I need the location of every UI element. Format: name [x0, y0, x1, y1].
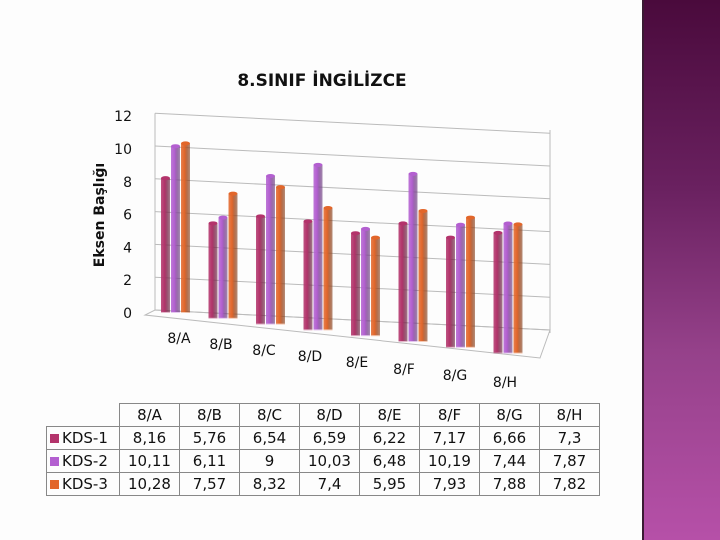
- table-row: KDS-2 10,11 6,11 9 10,03 6,48 10,19 7,44 7,87: [46, 449, 600, 473]
- x-tick-label: 8/G: [443, 368, 467, 384]
- table-cell: 10,28: [119, 472, 180, 496]
- y-tick-label: 2: [123, 273, 132, 289]
- bar-kds-2-8b: [218, 215, 228, 319]
- y-tick-label: 6: [123, 208, 132, 224]
- table-header-cell: 8/H: [539, 403, 600, 427]
- table-header-cell: 8/E: [359, 403, 420, 427]
- table-cell: 5,76: [179, 426, 240, 450]
- table-corner: [46, 403, 120, 427]
- bar-kds-3-8f: [418, 208, 428, 342]
- table-cell: 7,57: [179, 472, 240, 496]
- y-tick-label: 10: [114, 142, 132, 158]
- bar-kds-2-8f: [408, 171, 418, 342]
- bar-kds-1-8f: [398, 221, 408, 342]
- table-cell: 7,93: [419, 472, 480, 496]
- x-tick-label: 8/B: [209, 337, 232, 353]
- bar-kds-1-8g: [446, 235, 455, 348]
- legend-entry: KDS-1: [46, 426, 120, 450]
- x-tick-label: 8/C: [252, 343, 276, 359]
- bar-chart: 8.SINIF İNGİLİZCE Eksen Başlığı 0 2 4 6 8 10 1…: [92, 69, 551, 391]
- bar-kds-1-8e: [351, 231, 360, 337]
- bar-kds-1-8c: [256, 214, 265, 325]
- table-cell: 7,87: [539, 449, 600, 473]
- bar-kds-2-8a: [171, 144, 180, 313]
- gridline: [154, 112, 551, 134]
- table-header-cell: 8/A: [119, 403, 180, 427]
- bar-kds-1-8b: [208, 221, 218, 319]
- table-cell: 7,4: [299, 472, 360, 496]
- table-cell: 7,82: [539, 472, 600, 496]
- table-row: KDS-3 10,28 7,57 8,32 7,4 5,95 7,93 7,88 7,82: [46, 472, 600, 496]
- bar-kds-2-8c: [266, 174, 275, 325]
- table-cell: 8,16: [119, 426, 180, 450]
- table-cell: 7,88: [479, 472, 540, 496]
- table-cell: 5,95: [359, 472, 420, 496]
- table-cell: 10,11: [119, 449, 180, 473]
- table-header-cell: 8/G: [479, 403, 540, 427]
- x-tick-label: 8/A: [167, 331, 191, 347]
- chart-title: 8.SINIF İNGİLİZCE: [237, 69, 406, 91]
- y-tick-label: 0: [123, 306, 132, 322]
- data-table: 8/A 8/B 8/C 8/D 8/E 8/F 8/G 8/H KDS-1 8,16 5,76 6,5…: [46, 403, 600, 496]
- table-cell: 6,66: [479, 426, 540, 450]
- table-header-cell: 8/B: [179, 403, 240, 427]
- table-cell: 7,44: [479, 449, 540, 473]
- table-cell: 7,17: [419, 426, 480, 450]
- table-cell: 6,48: [359, 449, 420, 473]
- table-cell: 6,11: [179, 449, 240, 473]
- y-axis-label: Eksen Başlığı: [92, 163, 108, 267]
- chart-floor: [143, 309, 551, 359]
- table-cell: 10,19: [419, 449, 480, 473]
- table-cell: 6,22: [359, 426, 420, 450]
- table-cell: 8,32: [239, 472, 300, 496]
- table-cell: 10,03: [299, 449, 360, 473]
- gridline: [154, 145, 551, 167]
- bar-kds-3-8b: [228, 191, 238, 319]
- bar-kds-2-8d: [313, 162, 323, 331]
- bar-kds-2-8e: [361, 226, 370, 337]
- legend-entry: KDS-2: [46, 449, 120, 473]
- bar-kds-3-8h: [513, 222, 523, 354]
- table-row: KDS-1 8,16 5,76 6,54 6,59 6,22 7,17 6,66 7,3: [46, 426, 600, 450]
- y-tick-label: 12: [114, 109, 132, 125]
- bar-kds-3-8d: [323, 206, 333, 331]
- y-tick-label: 8: [123, 175, 132, 191]
- legend-swatch-icon: [50, 457, 59, 466]
- gridline: [154, 178, 551, 200]
- bar-kds-3-8a: [181, 141, 190, 313]
- x-tick-label: 8/D: [298, 349, 322, 365]
- bar-kds-3-8e: [371, 235, 380, 337]
- bar-kds-2-8h: [503, 221, 513, 354]
- bar-kds-3-8c: [276, 185, 285, 325]
- x-tick-label: 8/E: [346, 355, 368, 371]
- legend-swatch-icon: [50, 480, 59, 489]
- x-tick-label: 8/H: [493, 375, 517, 391]
- x-tick-label: 8/F: [393, 362, 415, 378]
- legend-swatch-icon: [50, 434, 59, 443]
- bar-kds-3-8g: [466, 215, 475, 348]
- table-cell: 7,3: [539, 426, 600, 450]
- table-header-cell: 8/F: [419, 403, 480, 427]
- table-header-cell: 8/D: [299, 403, 360, 427]
- legend-entry: KDS-3: [46, 472, 120, 496]
- table-cell: 9: [239, 449, 300, 473]
- bar-kds-2-8g: [456, 222, 465, 348]
- bar-kds-1-8a: [161, 176, 170, 313]
- gridline: [154, 211, 551, 233]
- table-cell: 6,54: [239, 426, 300, 450]
- slide-side-bar: [642, 0, 720, 540]
- bar-kds-1-8h: [493, 230, 503, 354]
- bar-kds-1-8d: [303, 219, 313, 331]
- table-cell: 6,59: [299, 426, 360, 450]
- table-header-cell: 8/C: [239, 403, 300, 427]
- y-tick-label: 4: [123, 240, 132, 256]
